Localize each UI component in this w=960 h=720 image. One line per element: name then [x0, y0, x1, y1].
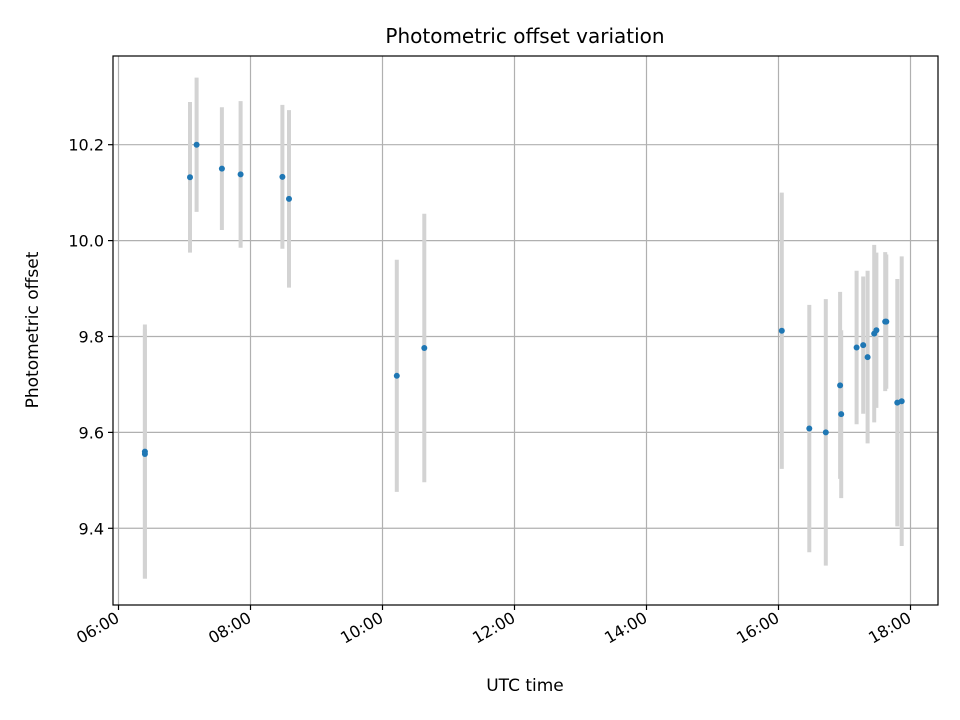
- data-point: [822, 429, 829, 436]
- data-point: [193, 141, 200, 148]
- data-point: [837, 382, 844, 389]
- data-point: [218, 165, 225, 172]
- y-tick-label: 10.0: [68, 232, 104, 251]
- y-tick-label: 9.8: [79, 327, 104, 346]
- data-points: [141, 141, 905, 457]
- y-axis-label: Photometric offset: [23, 251, 43, 408]
- data-point: [286, 195, 292, 202]
- data-point: [853, 344, 860, 351]
- data-point: [883, 318, 890, 325]
- plot-frame: [112, 55, 939, 606]
- y-tick-label: 9.6: [79, 423, 104, 442]
- data-point: [187, 174, 193, 181]
- data-point: [860, 342, 867, 349]
- data-point: [838, 411, 845, 418]
- data-point: [898, 398, 905, 405]
- data-point: [393, 372, 400, 379]
- data-point: [237, 171, 244, 178]
- y-axis-ticks: 9.4 9.6 9.8 10.0 10.2: [68, 136, 113, 538]
- data-point: [421, 345, 428, 352]
- grid: [113, 56, 938, 605]
- y-tick-label: 10.2: [68, 136, 104, 155]
- data-point: [279, 173, 286, 180]
- x-axis-label: UTC time: [486, 676, 564, 696]
- data-point: [778, 327, 785, 334]
- data-point: [864, 354, 871, 361]
- chart-title: Photometric offset variation: [385, 24, 664, 48]
- data-point: [873, 327, 880, 334]
- data-point: [806, 425, 813, 432]
- data-point: [141, 450, 148, 457]
- y-tick-label: 9.4: [79, 519, 104, 538]
